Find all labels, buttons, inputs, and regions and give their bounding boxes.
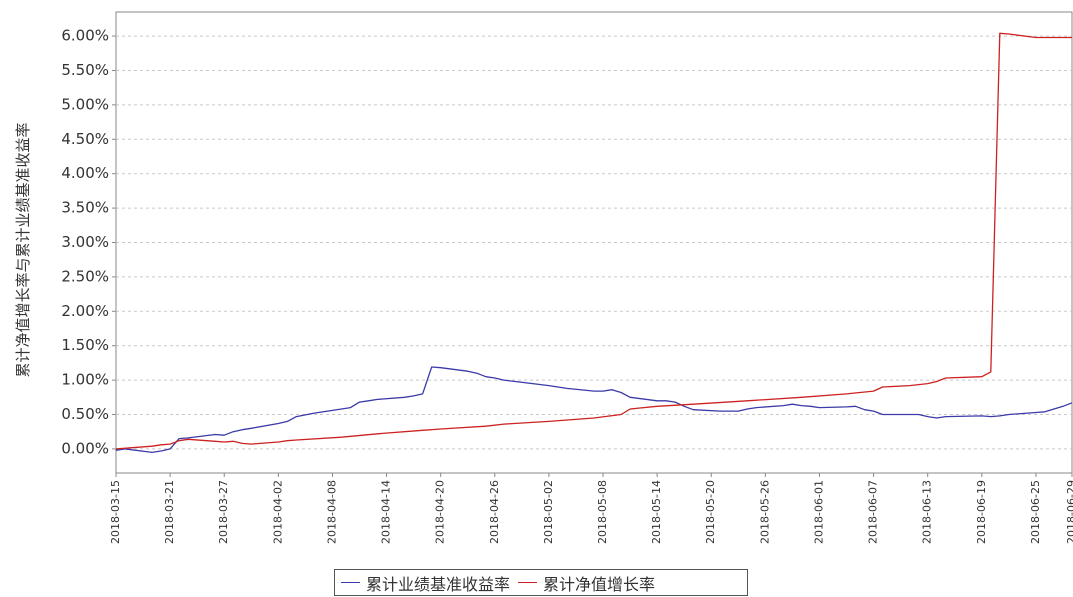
plot-area (115, 11, 1073, 474)
x-tick-label: 2018-06-01 (812, 480, 825, 544)
y-tick-label: 4.50% (61, 130, 109, 148)
y-tick-label: 2.50% (61, 267, 109, 285)
x-tick-label: 2018-04-02 (271, 480, 284, 544)
x-tick-label: 2018-04-08 (325, 480, 338, 544)
x-tick-label: 2018-03-27 (217, 480, 230, 544)
y-tick-label: 0.00% (61, 439, 109, 457)
x-tick-label: 2018-04-20 (434, 480, 447, 544)
y-tick-label: 6.00% (61, 27, 109, 45)
y-tick-label: 1.50% (61, 336, 109, 354)
legend-item-benchmark: 累计业绩基准收益率 (341, 571, 510, 595)
legend: 累计业绩基准收益率 累计净值增长率 (334, 569, 748, 596)
y-tick-label: 3.50% (61, 199, 109, 217)
x-tick-label: 2018-06-13 (921, 480, 934, 544)
x-tick-label: 2018-05-02 (542, 480, 555, 544)
series-lines (115, 32, 1073, 454)
x-tick-label: 2018-05-08 (596, 480, 609, 544)
x-tick-label: 2018-04-14 (380, 480, 393, 544)
legend-swatch-benchmark (341, 582, 360, 583)
y-tick-label: 5.50% (61, 61, 109, 79)
x-tick-label: 2018-05-26 (758, 480, 771, 544)
y-tick-label: 5.00% (61, 95, 109, 113)
x-tick-label: 2018-06-07 (867, 480, 880, 544)
x-tick-label: 2018-05-20 (704, 480, 717, 544)
y-tick-label: 3.00% (61, 233, 109, 251)
y-tick-label: 1.00% (61, 371, 109, 389)
y-axis-label: 累计净值增长率与累计业绩基准收益率 (14, 122, 32, 377)
x-tick-label: 2018-03-15 (109, 480, 122, 544)
y-tick-label: 2.00% (61, 302, 109, 320)
x-tick-label: 2018-06-25 (1029, 480, 1042, 544)
x-tick-label: 2018-04-26 (488, 480, 501, 544)
x-tick-label: 2018-03-21 (163, 480, 176, 544)
x-tick-label: 2018-05-14 (650, 480, 663, 544)
legend-swatch-nav (518, 582, 538, 583)
x-tick-label: 2018-06-29 (1065, 480, 1073, 544)
y-axis-ticks: 0.00% 0.50% 1.00% 1.50% 2.00% 2.50% 3.00% 3.50%… (61, 27, 116, 457)
series-line-benchmark (115, 366, 1073, 454)
y-tick-label: 0.50% (61, 405, 109, 423)
x-tick-label: 2018-06-19 (975, 480, 988, 544)
series-line-nav (115, 32, 1072, 450)
y-tick-label: 4.00% (61, 164, 109, 182)
legend-item-nav: 累计净值增长率 (518, 571, 655, 595)
x-axis-ticks: 2018-03-15 2018-03-21 2018-03-27 2018-04-02… (109, 473, 1073, 544)
legend-label-nav: 累计净值增长率 (543, 574, 656, 594)
legend-label-benchmark: 累计业绩基准收益率 (366, 574, 511, 594)
